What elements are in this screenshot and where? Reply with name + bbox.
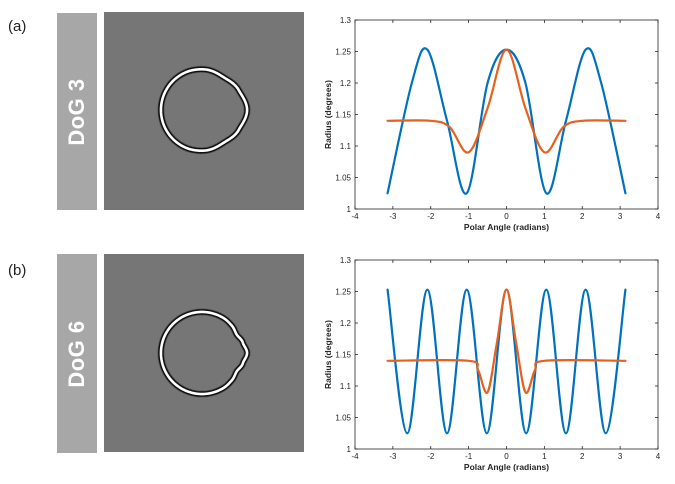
y-tick-label: 1.25 (335, 48, 351, 57)
dog6-label-text: DoG 6 (64, 319, 89, 388)
blue-series-line (386, 288, 627, 435)
panel-letter-b: (b) (8, 262, 27, 279)
dog6-line-chart: -4 -3 -2 -1 0 1 2 3 4 1 1.05 1.1 1.15 1.2 1.25 1.3 Polar… (323, 256, 661, 472)
x-axis-label: Polar Angle (radians) (464, 222, 549, 232)
x-tick-label: -4 (351, 212, 359, 221)
dog3-chart: -4 -3 -2 -1 0 1 2 3 4 1 1.05 1.1 1.15 1.2 1.25 1.3 Polar… (313, 12, 673, 244)
y-tick-label: 1.2 (340, 79, 352, 88)
y-axis-label: Radius (degrees) (323, 320, 333, 389)
y-tick-label: 1.15 (335, 111, 351, 120)
x-tick-label: 2 (580, 212, 585, 221)
y-tick-label: 1.05 (335, 414, 351, 423)
x-tick-label: -1 (465, 212, 473, 221)
dog3-stimulus-image (104, 12, 304, 210)
y-tick-label: 1.3 (340, 256, 352, 265)
y-tick-label: 1.2 (340, 319, 352, 328)
y-tick-label: 1.3 (340, 16, 352, 25)
dog3-contour-drawing (157, 65, 251, 155)
x-tick-label: 4 (656, 212, 661, 221)
x-tick-label: 2 (580, 452, 585, 461)
dog3-side-label: DoG 3 (57, 13, 97, 210)
panel-letter-a: (a) (8, 18, 27, 35)
y-tick-label: 1.1 (340, 142, 352, 151)
dog6-side-label: DoG 6 (57, 254, 97, 453)
y-tick-label: 1.1 (340, 382, 352, 391)
x-axis-label: Polar Angle (radians) (464, 462, 549, 472)
y-tick-label: 1.15 (335, 351, 351, 360)
x-tick-label: -2 (427, 452, 435, 461)
x-tick-label: 3 (618, 212, 623, 221)
x-tick-label: -4 (351, 452, 359, 461)
x-tick-label: -2 (427, 212, 435, 221)
y-tick-label: 1 (347, 205, 352, 214)
contour-white-ring (159, 68, 249, 152)
y-tick-label: 1.25 (335, 288, 351, 297)
x-tick-label: 0 (504, 452, 509, 461)
plot-frame (354, 19, 659, 210)
x-tick-label: -1 (465, 452, 473, 461)
dog3-line-chart: -4 -3 -2 -1 0 1 2 3 4 1 1.05 1.1 1.15 1.2 1.25 1.3 Polar… (323, 16, 661, 232)
dog3-label-text: DoG 3 (64, 77, 89, 146)
x-tick-label: 1 (542, 212, 547, 221)
contour-white-ring (159, 310, 249, 396)
y-axis-label: Radius (degrees) (323, 80, 333, 149)
x-tick-label: 4 (656, 452, 661, 461)
y-tick-label: 1 (347, 445, 352, 454)
dog6-contour-drawing (157, 308, 251, 398)
dog6-chart: -4 -3 -2 -1 0 1 2 3 4 1 1.05 1.1 1.15 1.2 1.25 1.3 Polar… (313, 252, 673, 484)
orange-series-line (386, 288, 627, 395)
x-tick-label: 1 (542, 452, 547, 461)
x-tick-label: -3 (389, 212, 397, 221)
plot-frame (354, 259, 659, 450)
orange-series-line (386, 48, 627, 154)
y-tick-label: 1.05 (335, 174, 351, 183)
dog6-stimulus-image (104, 254, 304, 452)
x-tick-label: 0 (504, 212, 509, 221)
x-tick-label: 3 (618, 452, 623, 461)
x-tick-label: -3 (389, 452, 397, 461)
